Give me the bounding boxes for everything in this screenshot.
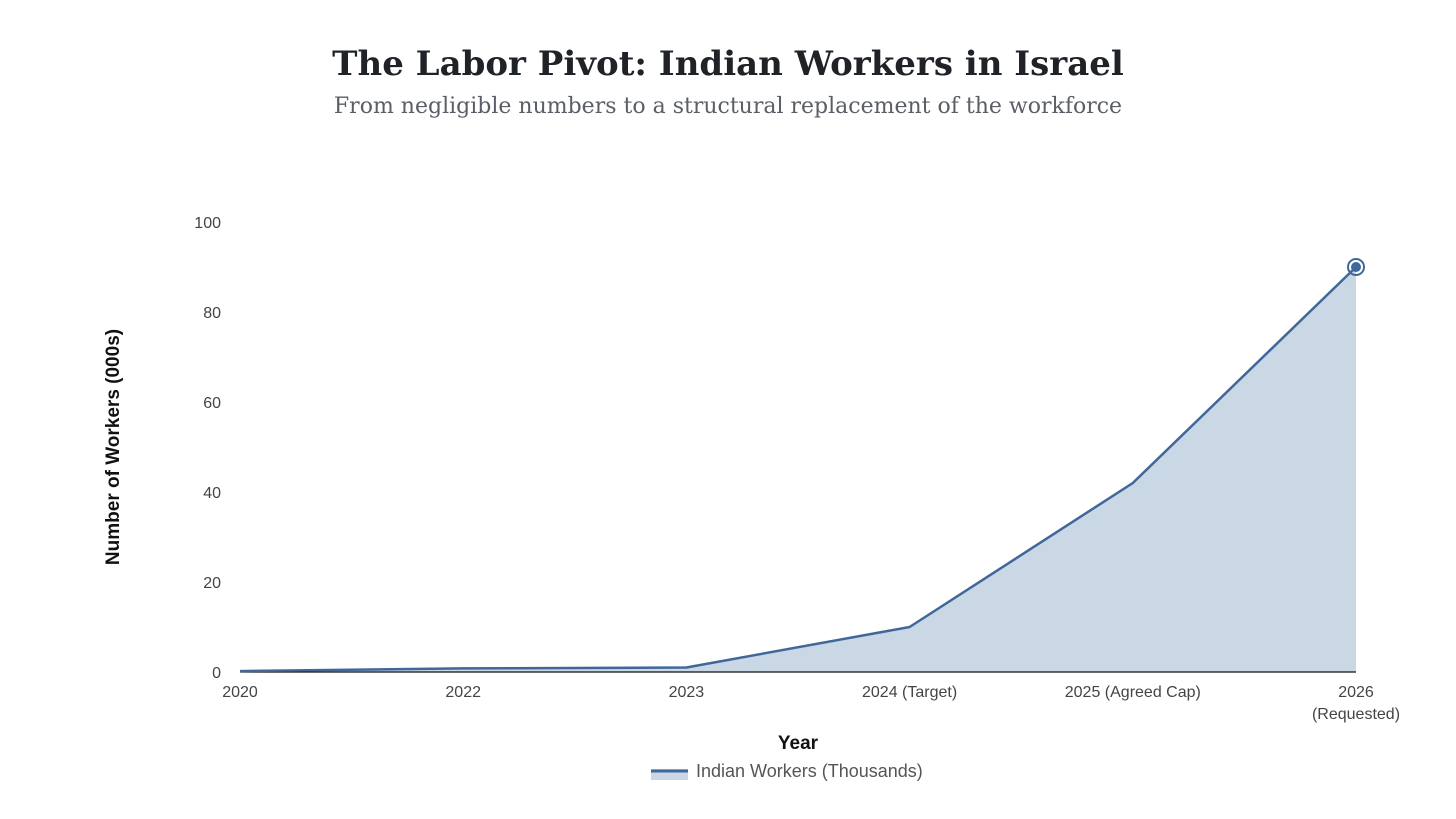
- y-tick-label: 40: [203, 485, 221, 502]
- legend-label: Indian Workers (Thousands): [696, 761, 923, 781]
- y-tick-label: 0: [212, 665, 221, 682]
- legend[interactable]: Indian Workers (Thousands): [651, 761, 923, 781]
- highlight-point: [1351, 262, 1361, 272]
- chart-title: The Labor Pivot: Indian Workers in Israe…: [332, 44, 1124, 84]
- x-tick-label: 2026 (Requested): [1312, 684, 1400, 723]
- x-tick-label: 2025 (Agreed Cap): [1065, 684, 1201, 701]
- series-area: [240, 267, 1356, 672]
- y-tick-label: 60: [203, 395, 221, 412]
- plot-area: [239, 258, 1365, 673]
- y-axis: 0 20 40 60 80 100: [194, 215, 221, 682]
- x-tick-label: 2022: [445, 684, 481, 701]
- y-axis-title: Number of Workers (000s): [103, 329, 124, 565]
- y-tick-label: 80: [203, 305, 221, 322]
- highlight-point-ring: [1347, 258, 1365, 276]
- legend-swatch-fill: [651, 769, 688, 780]
- x-tick-label: 2020: [222, 684, 258, 701]
- x-tick-label: 2024 (Target): [862, 684, 957, 701]
- x-axis-title: Year: [778, 733, 819, 754]
- chart-subtitle: From negligible numbers to a structural …: [333, 94, 1123, 119]
- series-line: [239, 266, 1357, 673]
- x-axis: 2020 2022 2023 2024 (Target) 2025 (Agreed Ca…: [222, 684, 1400, 723]
- y-tick-label: 20: [203, 575, 221, 592]
- x-tick-label: 2023: [669, 684, 705, 701]
- y-tick-label: 100: [194, 215, 221, 232]
